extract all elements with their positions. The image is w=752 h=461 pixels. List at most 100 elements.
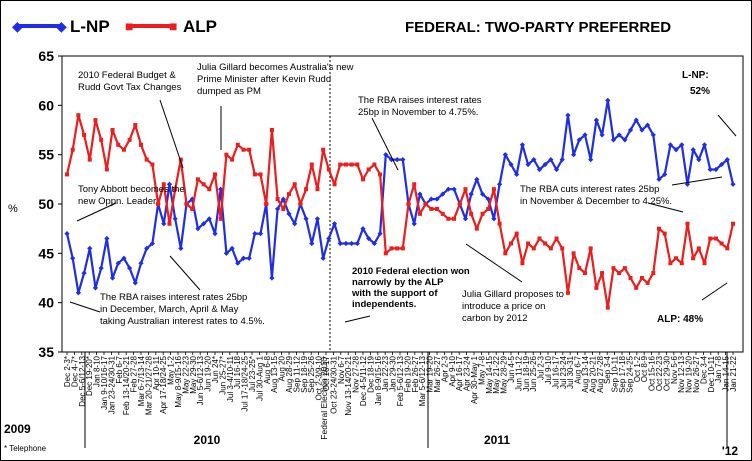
x-tick-label: Jan 7-8 bbox=[714, 355, 723, 382]
lnp-point bbox=[343, 240, 349, 247]
arrow-rba-cut-b bbox=[647, 202, 684, 213]
lnp-point bbox=[132, 280, 138, 286]
lnp-point bbox=[428, 196, 434, 202]
lnp-point bbox=[542, 161, 548, 168]
annotation-abbott: Tony Abbott becomes the new Oppn. Leader bbox=[78, 184, 187, 207]
lnp-point bbox=[667, 142, 673, 148]
x-tick-label: Mar 19-20 bbox=[426, 355, 435, 392]
x-tick-label: May 22-23 bbox=[181, 355, 190, 393]
lnp-point bbox=[75, 290, 81, 296]
x-tick-label: Feb 6-7 bbox=[115, 355, 124, 383]
legend-alp-label: ALP bbox=[183, 17, 217, 36]
alp-point bbox=[509, 241, 513, 246]
alp-point bbox=[247, 147, 252, 152]
alp-point bbox=[65, 172, 69, 177]
x-tick-label: Jan 22-23 bbox=[381, 355, 390, 391]
lnp-point bbox=[354, 240, 360, 247]
alp-point bbox=[657, 226, 661, 231]
lnp-point bbox=[166, 181, 173, 187]
lnp-point bbox=[639, 127, 645, 133]
lnp-point bbox=[610, 137, 617, 143]
lnp-point bbox=[633, 117, 639, 123]
alp-point bbox=[628, 276, 633, 280]
alp-point bbox=[139, 142, 143, 147]
alp-point bbox=[617, 271, 622, 276]
lnp-point bbox=[70, 255, 76, 261]
lnp-point bbox=[149, 240, 155, 247]
lnp-point bbox=[445, 186, 451, 192]
x-tick-label: Apr 9-10 bbox=[448, 355, 457, 386]
alp-point bbox=[600, 271, 605, 276]
alp-point bbox=[383, 251, 388, 256]
lnp-point bbox=[223, 250, 229, 256]
year-label-2011: 2011 bbox=[484, 433, 510, 447]
alp-point bbox=[144, 157, 149, 162]
x-tick-label: May 7-8 bbox=[477, 355, 486, 384]
y-axis: 35 40 45 50 55 60 65 bbox=[38, 48, 62, 360]
x-tick-label: Jan 9-10/16-17 bbox=[100, 355, 109, 409]
x-tick-label: Jan 23-24/30-31 bbox=[107, 355, 116, 414]
lnp-point bbox=[212, 231, 218, 237]
lnp-point bbox=[582, 132, 588, 138]
alp-point bbox=[463, 187, 468, 192]
arrow-rba-2010-b bbox=[69, 301, 101, 313]
alp-point bbox=[486, 206, 491, 211]
x-tick-label: Aug 28-29 bbox=[285, 355, 294, 392]
lnp-point bbox=[593, 117, 599, 123]
x-tick-label: Jun 5-6/12-13 bbox=[196, 355, 205, 405]
annotation-election-label: Federal Election 2010 bbox=[319, 357, 329, 440]
lnp-point bbox=[514, 171, 520, 177]
x-tick-label: Oct 16-17 bbox=[322, 355, 331, 391]
x-tick-label: Apr 30-May 1 bbox=[470, 355, 479, 404]
lnp-point bbox=[627, 127, 634, 133]
alp-point bbox=[361, 177, 365, 182]
x-tick-label: Nov 26-27 bbox=[692, 355, 701, 392]
x-tick-label: Jun 18-19 bbox=[522, 355, 531, 391]
alp-point bbox=[99, 137, 104, 142]
alp-point bbox=[685, 221, 690, 226]
x-tick-label: Jul 3-4/10-11 bbox=[226, 355, 235, 402]
alp-point bbox=[281, 206, 286, 211]
alp-point bbox=[662, 231, 667, 236]
x-tick-label: May 1-2 bbox=[167, 355, 176, 384]
lnp-point bbox=[161, 221, 167, 227]
arrow-election-won bbox=[344, 315, 371, 323]
alp-point bbox=[480, 211, 485, 216]
lnp-point bbox=[360, 226, 366, 232]
lnp-point bbox=[206, 216, 212, 222]
lnp-point bbox=[679, 142, 685, 148]
x-tick-label: Sep 25-26 bbox=[307, 355, 316, 392]
alp-point bbox=[184, 202, 189, 206]
alp-point bbox=[150, 162, 155, 167]
x-tick-label: Feb 13-14/20-21 bbox=[122, 355, 131, 415]
legend-alp-marker: ■ bbox=[125, 18, 133, 34]
alp-point bbox=[338, 162, 343, 167]
alp-point bbox=[127, 137, 132, 142]
alp-point bbox=[275, 197, 280, 202]
lnp-point bbox=[730, 181, 736, 187]
alp-point bbox=[691, 256, 696, 261]
alp-point bbox=[395, 246, 400, 251]
arrow-rba-2010-nov bbox=[371, 117, 399, 171]
alp-point bbox=[713, 236, 718, 241]
series-line-lnp bbox=[65, 99, 735, 294]
alp-point bbox=[423, 202, 428, 206]
alp-point bbox=[366, 167, 371, 172]
lnp-point bbox=[479, 191, 486, 197]
alp-point bbox=[514, 231, 519, 236]
alp-point bbox=[668, 261, 673, 266]
alp-point bbox=[577, 266, 582, 271]
alp-point bbox=[93, 118, 98, 123]
lnp-point bbox=[434, 196, 440, 202]
lnp-point bbox=[502, 152, 508, 158]
lnp-point bbox=[474, 176, 480, 182]
x-tick-label: Jan 21-22 bbox=[729, 355, 738, 391]
legend-alp-marker: ■ bbox=[169, 18, 177, 34]
x-tick-label: Jun 4-5 bbox=[507, 355, 516, 382]
alp-point bbox=[583, 271, 587, 276]
lnp-point bbox=[673, 147, 679, 153]
x-tick-label: Oct 29-30 bbox=[662, 355, 671, 391]
x-tick-label: Sep 11-12 bbox=[292, 355, 301, 392]
arrow-rba-cut-a bbox=[671, 176, 723, 186]
